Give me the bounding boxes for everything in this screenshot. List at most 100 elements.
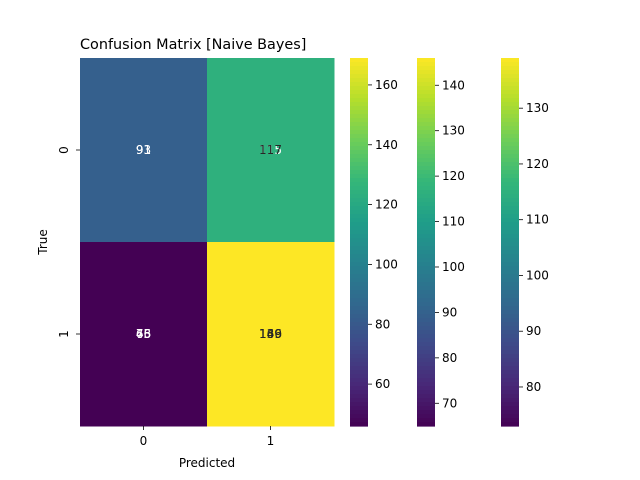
colorbar-segment [417,370,435,375]
colorbar-segment [501,178,519,183]
colorbar-segment [350,314,368,319]
colorbar-segment [350,414,368,419]
colorbar-segment [501,330,519,335]
colorbar-segment [417,58,435,63]
colorbar-segment [417,114,435,119]
colorbar-segment [501,398,519,403]
colorbar-segment [417,278,435,283]
colorbar-segment [350,242,368,247]
colorbar-segment [350,142,368,147]
colorbar-segment [350,206,368,211]
colorbar-segment [350,298,368,303]
colorbar-segment [501,74,519,79]
colorbar-segment [501,346,519,351]
colorbar-segment [417,250,435,255]
colorbar-segment [501,394,519,399]
heatmap-cell [207,58,335,243]
colorbar-segment [417,274,435,279]
colorbar-segment [350,270,368,275]
colorbar-segment [350,222,368,227]
colorbar-tick-label: 130 [442,124,465,138]
colorbar-segment [350,342,368,347]
colorbar-segment [350,122,368,127]
colorbar-segment [501,390,519,395]
colorbar-tick-label: 140 [442,78,465,92]
colorbars: 60 80 100 120 140 160 70 80 90 100 110 120 130 140 80 9… [350,58,549,427]
colorbar-segment [350,358,368,363]
colorbar-segment [417,342,435,347]
colorbar-segment [350,338,368,343]
colorbar-tick-label: 120 [526,157,549,171]
colorbar-segment [350,266,368,271]
colorbar-segment [501,342,519,347]
colorbar-segment [417,110,435,115]
colorbar-segment [417,294,435,299]
colorbar-segment [501,78,519,83]
colorbar-segment [417,366,435,371]
colorbar-segment [501,182,519,187]
colorbar-segment [501,418,519,423]
colorbar-segment [350,318,368,323]
colorbar-segment [501,222,519,227]
colorbar-segment [350,210,368,215]
colorbar-segment [501,406,519,411]
colorbar-segment [417,202,435,207]
colorbar-segment [350,290,368,295]
colorbar-segment [417,238,435,243]
cell-annotation: 46 [136,327,151,341]
colorbar-segment [417,338,435,343]
colorbar-segment [417,94,435,99]
colorbar-segment [417,246,435,251]
colorbar-segment [417,118,435,123]
colorbar-segment [417,402,435,407]
colorbar-0: 60 80 100 120 140 160 [350,58,398,427]
colorbar-segment [350,162,368,167]
colorbar-segment [417,138,435,143]
colorbar-segment [501,94,519,99]
colorbar-segment [417,82,435,87]
colorbar-segment [501,98,519,103]
colorbar-segment [501,270,519,275]
colorbar-segment [417,102,435,107]
colorbar-segment [501,354,519,359]
colorbar-segment [350,98,368,103]
colorbar-segment [350,286,368,291]
colorbar-tick-label: 100 [442,260,465,274]
colorbar-segment [417,374,435,379]
colorbar-segment [501,186,519,191]
colorbar-segment [350,250,368,255]
colorbar-segment [501,338,519,343]
cell-annotation: 73 [136,327,151,341]
colorbar-segment [501,66,519,71]
colorbar-tick-label: 160 [375,78,398,92]
colorbar-segment [350,66,368,71]
colorbar-segment [350,186,368,191]
colorbar-segment [501,70,519,75]
colorbar-segment [501,274,519,279]
colorbar-segment [350,258,368,263]
colorbar-segment [417,422,435,427]
colorbar-segment [417,78,435,83]
colorbar-segment [501,242,519,247]
colorbar-segment [417,350,435,355]
colorbar-tick-label: 80 [442,351,457,365]
colorbar-segment [417,122,435,127]
colorbar-segment [501,166,519,171]
colorbar-segment [501,170,519,175]
colorbar-segment [501,202,519,207]
y-axis-ticks: 01 [57,146,80,338]
colorbar-segment [417,310,435,315]
colorbar-segment [417,74,435,79]
colorbar-segment [350,302,368,307]
colorbar-segment [501,122,519,127]
colorbar-segment [350,198,368,203]
colorbar-segment [417,98,435,103]
colorbar-segment [350,62,368,67]
colorbar-segment [350,246,368,251]
colorbar-segment [417,170,435,175]
heatmap-layer-2 [80,58,335,427]
colorbar-segment [501,334,519,339]
colorbar-tick-label: 110 [442,215,465,229]
colorbar-segment [417,302,435,307]
colorbar-segment [417,158,435,163]
